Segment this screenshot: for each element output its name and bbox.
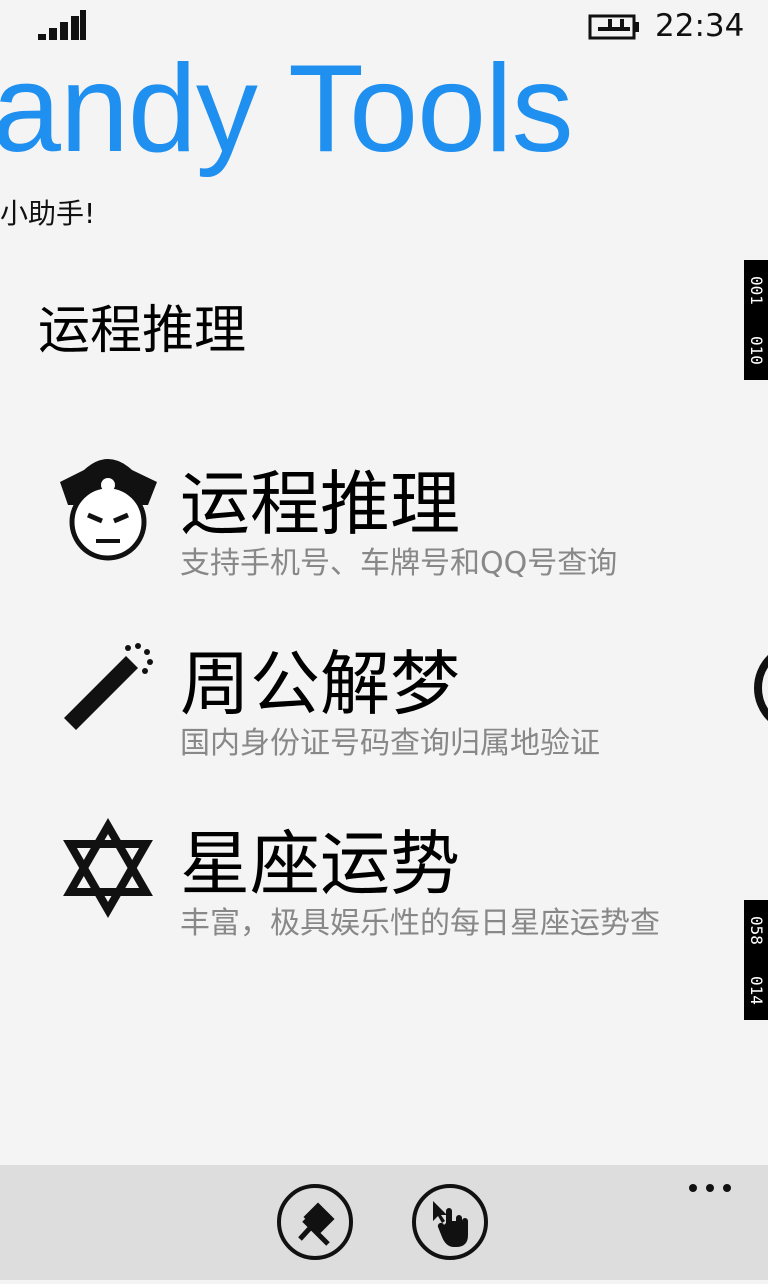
star-icon	[63, 817, 153, 919]
tag-text: 010	[747, 335, 766, 365]
more-button[interactable]	[689, 1184, 731, 1192]
pirate-icon	[60, 459, 157, 561]
item-subtitle: 支持手机号、车牌号和QQ号查询	[180, 546, 618, 581]
app-title: andy Tools	[0, 40, 574, 178]
clock: 22:34	[655, 8, 745, 44]
item-subtitle: 丰富，极具娱乐性的每日星座运势查	[180, 906, 660, 941]
partial-icon	[754, 654, 768, 722]
side-tag: 001 010	[744, 260, 768, 380]
item-title[interactable]: 星座运势	[180, 823, 460, 905]
app-subtitle: 小助手!	[0, 197, 96, 230]
item-title[interactable]: 周公解梦	[180, 643, 460, 725]
pivot-header[interactable]: 运程推理	[38, 301, 247, 361]
signal-icon	[38, 10, 86, 40]
tag-text: 014	[747, 975, 766, 1005]
wand-icon	[64, 643, 153, 730]
side-tag: 058 014	[744, 900, 768, 1020]
touch-button[interactable]	[412, 1184, 488, 1260]
app-bar	[0, 1165, 768, 1280]
tag-text: 001	[747, 275, 766, 305]
app-bar-icons	[277, 1184, 731, 1260]
tag-text: 058	[747, 915, 766, 945]
item-subtitle: 国内身份证号码查询归属地验证	[180, 726, 600, 761]
battery-icon	[588, 14, 639, 40]
pin-button[interactable]	[277, 1184, 353, 1260]
item-title[interactable]: 运程推理	[180, 463, 460, 545]
